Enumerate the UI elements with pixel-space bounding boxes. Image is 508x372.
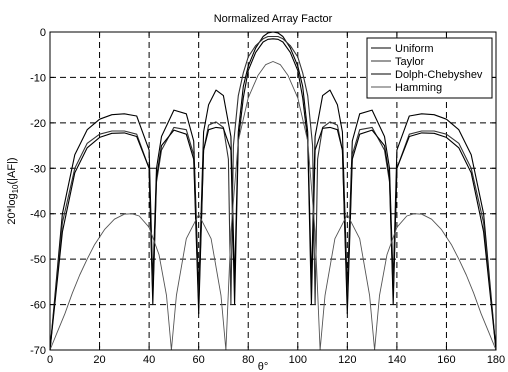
legend-label: Dolph-Chebyshev [395,69,483,81]
x-axis-label: θ° [258,361,269,372]
y-tick-label: -40 [30,209,46,221]
y-tick-label: -10 [30,72,46,84]
series-line-hamming [49,61,497,351]
chart-title: Normalized Array Factor [214,13,333,25]
y-tick-label: -60 [30,300,46,312]
y-tick-labels: 0 -10 -20 -30 -40 -50 -60 -70 [30,27,496,357]
x-tick-label: 40 [143,354,155,366]
x-tick-label: 120 [338,354,356,366]
x-tick-labels: 0 20 40 60 80 100 120 140 160 180 [47,32,505,366]
x-tick-label: 140 [388,354,406,366]
y-tick-label: 0 [40,27,46,39]
x-tick-label: 100 [289,354,307,366]
y-axis-label: 20*log10(|AF|) [6,157,20,224]
y-axis-label-tail: (|AF|) [6,157,18,184]
legend-label: Taylor [395,56,425,68]
x-tick-label: 20 [93,354,105,366]
y-tick-label: -50 [30,254,46,266]
x-tick-label: 60 [193,354,205,366]
y-axis-label-main: 20*log [6,193,18,224]
x-tick-label: 160 [437,354,455,366]
y-tick-label: -20 [30,118,46,130]
legend-label: Hamming [395,82,442,94]
legend-label: Uniform [395,43,434,55]
x-tick-label: 180 [487,354,505,366]
plot-frame [49,31,497,351]
x-tick-label: 80 [242,354,254,366]
y-tick-label: -30 [30,163,46,175]
series-line-dolph-chebyshev [49,38,497,351]
x-tick-label: 0 [47,354,53,366]
y-tick-label: -70 [30,345,46,357]
grid-lines [50,32,496,350]
y-axis-label-sub: 10 [11,184,20,193]
legend-box [366,37,493,99]
